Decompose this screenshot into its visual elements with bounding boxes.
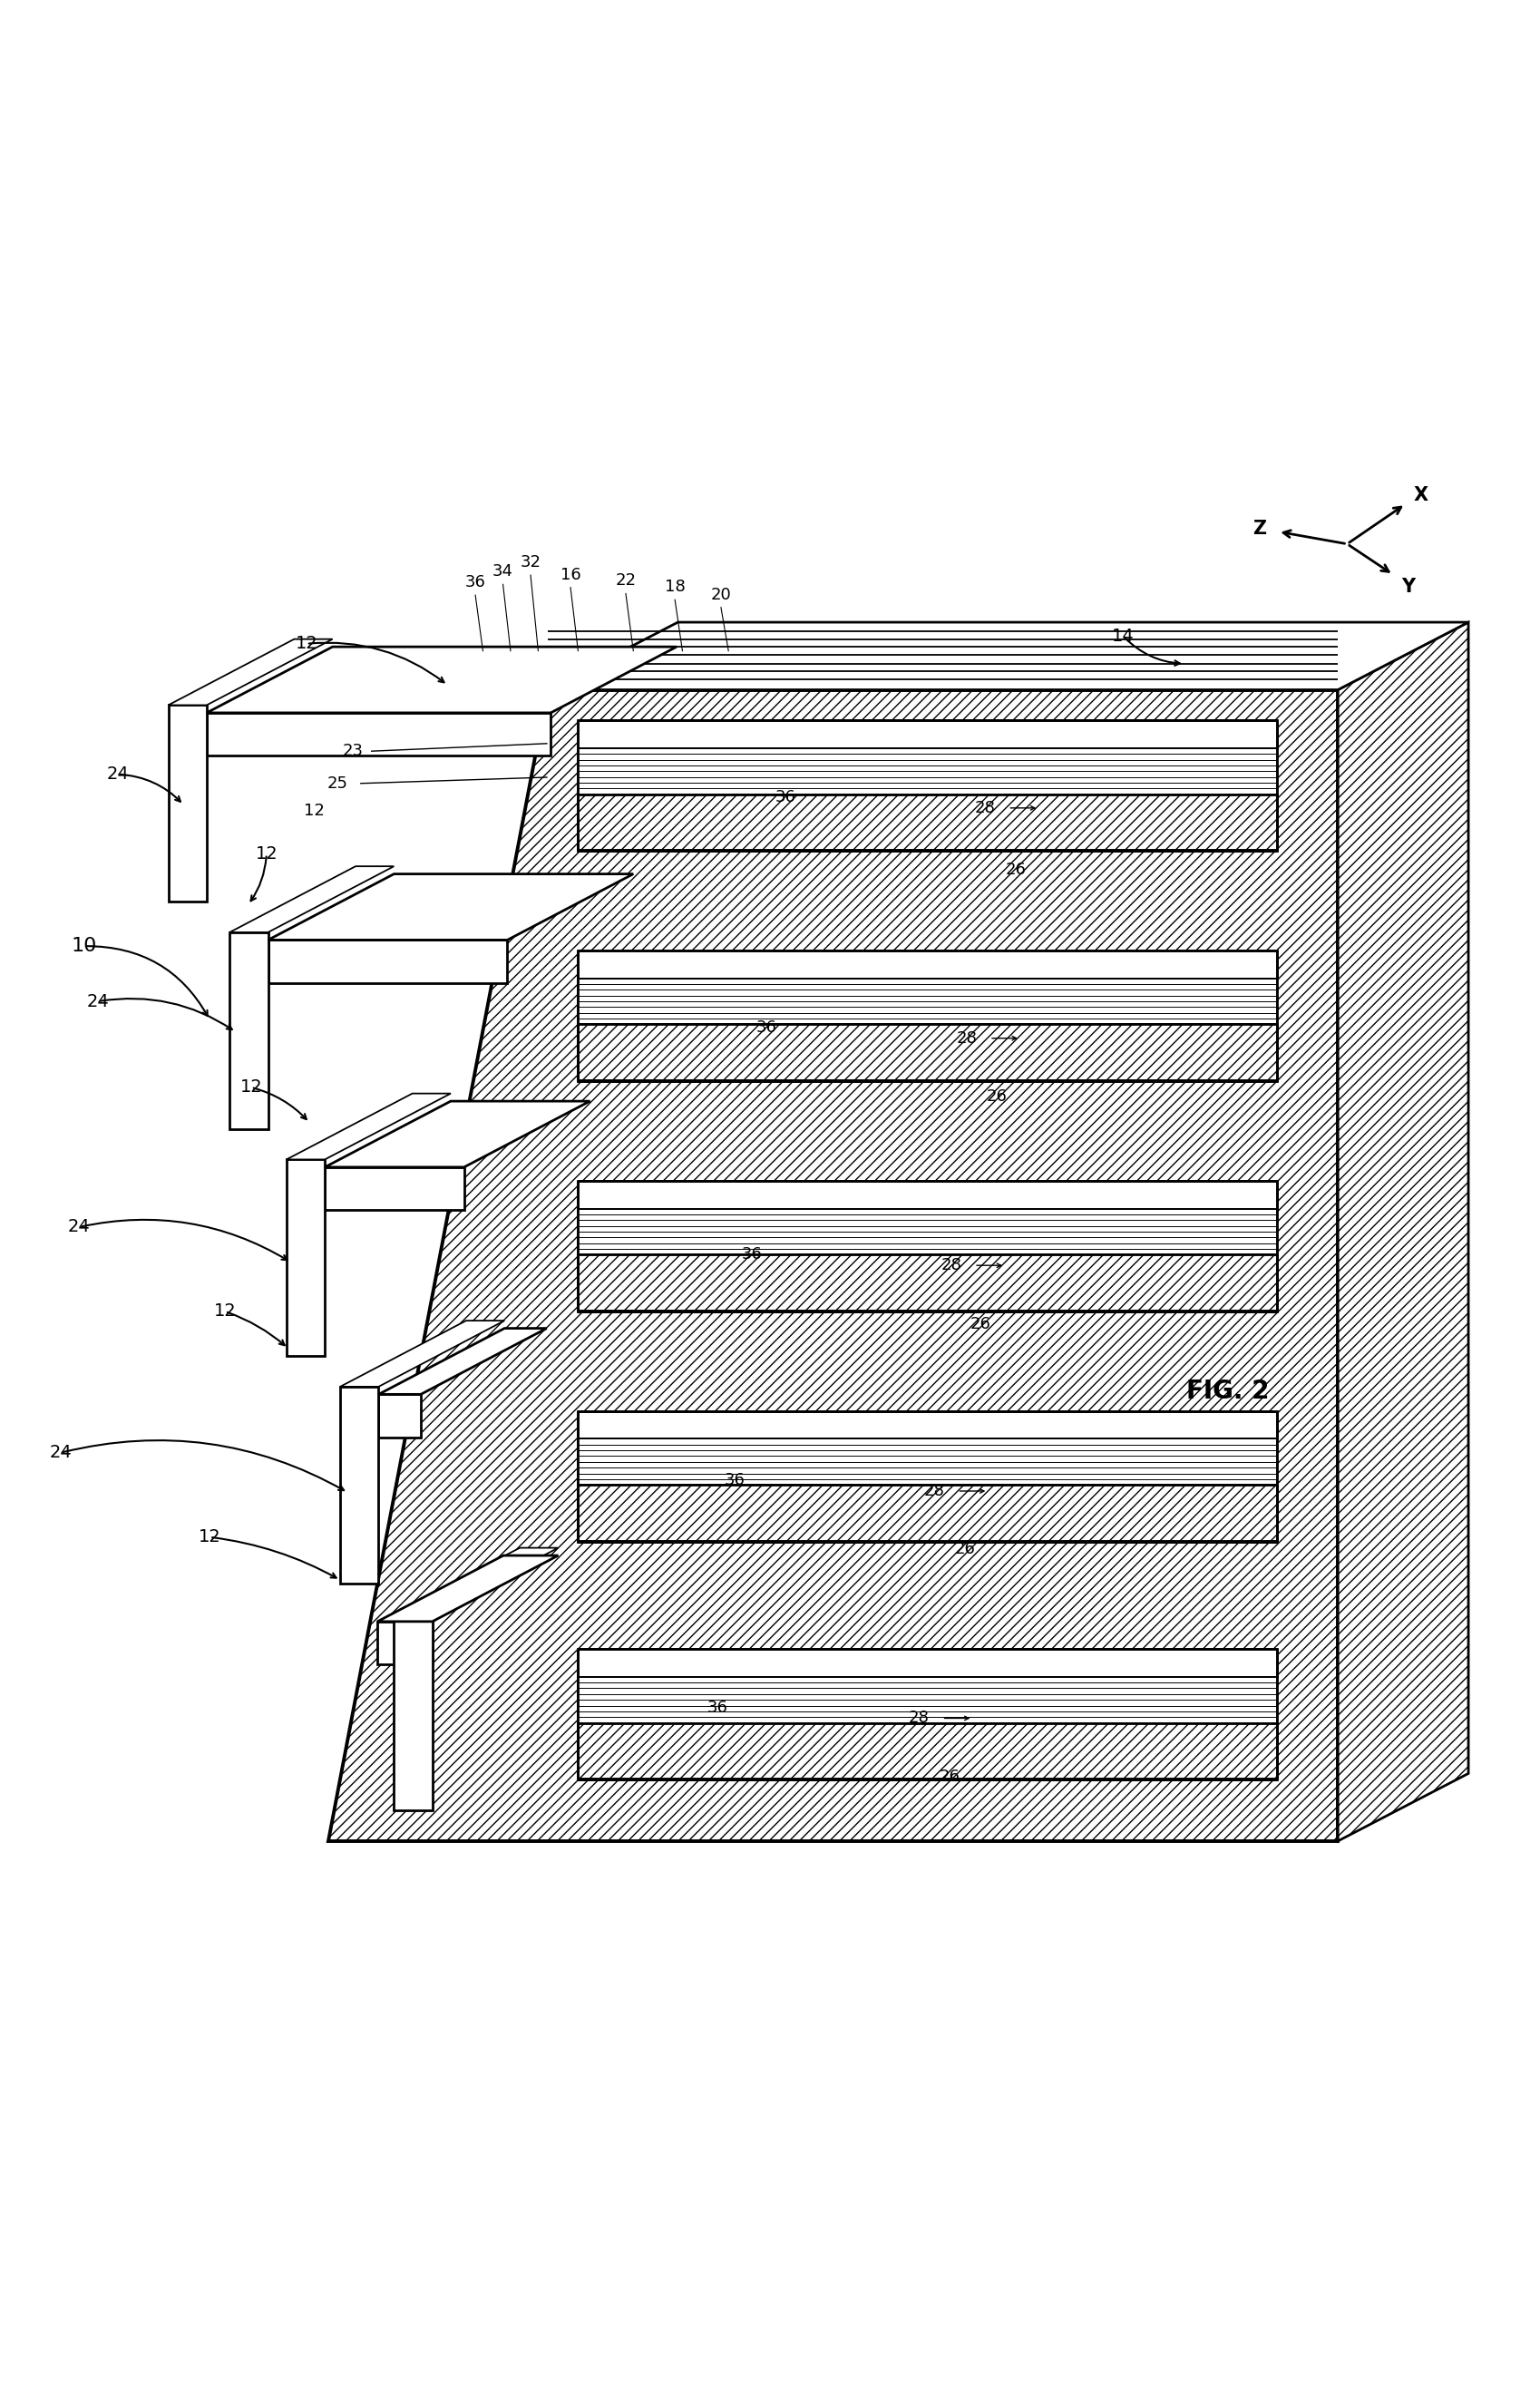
Polygon shape <box>377 1556 557 1621</box>
Text: 12: 12 <box>240 1079 262 1096</box>
Polygon shape <box>578 951 1277 978</box>
Polygon shape <box>268 939 507 982</box>
Polygon shape <box>325 1100 590 1168</box>
Polygon shape <box>578 1649 1277 1676</box>
FancyArrowPatch shape <box>254 1088 306 1120</box>
Text: 28: 28 <box>956 1031 976 1047</box>
Polygon shape <box>578 749 1277 795</box>
Polygon shape <box>1338 621 1469 1842</box>
FancyArrowPatch shape <box>1010 807 1035 809</box>
FancyArrowPatch shape <box>228 1312 285 1346</box>
Text: 14: 14 <box>1112 628 1135 645</box>
Text: 36: 36 <box>465 573 485 590</box>
FancyArrowPatch shape <box>310 643 444 681</box>
Polygon shape <box>379 1394 420 1438</box>
Text: 12: 12 <box>199 1529 220 1546</box>
Polygon shape <box>578 1023 1277 1081</box>
Text: X: X <box>1414 486 1428 503</box>
Polygon shape <box>578 1411 1277 1440</box>
Polygon shape <box>578 720 1277 749</box>
Polygon shape <box>394 1613 433 1811</box>
FancyArrowPatch shape <box>82 1221 286 1259</box>
Text: 28: 28 <box>975 799 995 816</box>
FancyArrowPatch shape <box>992 1035 1016 1040</box>
Text: 26: 26 <box>1006 862 1026 877</box>
Polygon shape <box>206 713 551 756</box>
Text: 24: 24 <box>68 1218 91 1235</box>
Text: 12: 12 <box>256 845 277 862</box>
Text: 18: 18 <box>665 578 685 595</box>
Text: 26: 26 <box>939 1767 959 1784</box>
FancyArrowPatch shape <box>251 857 266 901</box>
Text: Z: Z <box>1254 520 1266 537</box>
Polygon shape <box>379 1329 547 1394</box>
Polygon shape <box>578 795 1277 850</box>
Text: 12: 12 <box>214 1303 236 1320</box>
Text: 36: 36 <box>724 1471 745 1488</box>
Text: 10: 10 <box>71 937 97 956</box>
Polygon shape <box>168 706 206 901</box>
FancyArrowPatch shape <box>976 1264 1001 1267</box>
Text: 12: 12 <box>296 636 317 653</box>
Text: 28: 28 <box>924 1483 944 1500</box>
Polygon shape <box>229 867 394 932</box>
FancyArrowPatch shape <box>959 1488 984 1493</box>
FancyArrowPatch shape <box>63 1440 343 1491</box>
Text: 22: 22 <box>616 573 636 590</box>
Polygon shape <box>168 638 333 706</box>
Text: 34: 34 <box>493 563 513 580</box>
Text: 32: 32 <box>521 554 541 571</box>
Text: 23: 23 <box>342 744 363 759</box>
Polygon shape <box>578 1209 1277 1255</box>
Polygon shape <box>206 648 676 713</box>
Polygon shape <box>328 689 1338 1842</box>
Polygon shape <box>578 1486 1277 1541</box>
Text: 28: 28 <box>941 1257 961 1274</box>
Text: 25: 25 <box>326 775 348 792</box>
Text: 36: 36 <box>775 790 796 804</box>
Text: 12: 12 <box>303 802 325 819</box>
Polygon shape <box>578 1440 1277 1486</box>
Polygon shape <box>340 1320 505 1387</box>
Text: 16: 16 <box>561 566 581 583</box>
Polygon shape <box>578 1676 1277 1722</box>
Polygon shape <box>578 1722 1277 1780</box>
Text: 26: 26 <box>987 1088 1007 1105</box>
Text: 24: 24 <box>106 766 129 783</box>
Text: Y: Y <box>1401 578 1415 597</box>
Text: 26: 26 <box>955 1541 975 1558</box>
Text: 20: 20 <box>710 588 732 602</box>
Polygon shape <box>229 932 268 1129</box>
Polygon shape <box>325 1168 464 1211</box>
Polygon shape <box>394 1548 557 1613</box>
Text: FIG. 2: FIG. 2 <box>1186 1377 1269 1404</box>
FancyArrowPatch shape <box>1124 638 1180 665</box>
Polygon shape <box>286 1093 451 1161</box>
Text: 24: 24 <box>49 1445 72 1462</box>
Polygon shape <box>578 978 1277 1023</box>
Text: 26: 26 <box>970 1315 990 1332</box>
FancyArrowPatch shape <box>86 946 208 1016</box>
Text: 36: 36 <box>741 1247 762 1262</box>
Polygon shape <box>340 1387 379 1582</box>
Text: 36: 36 <box>756 1019 778 1035</box>
FancyArrowPatch shape <box>120 775 180 802</box>
Polygon shape <box>268 874 633 939</box>
Polygon shape <box>377 1621 433 1664</box>
FancyArrowPatch shape <box>213 1536 336 1577</box>
Polygon shape <box>578 1180 1277 1209</box>
Text: 36: 36 <box>707 1700 728 1714</box>
Text: 28: 28 <box>909 1710 929 1727</box>
Polygon shape <box>578 1255 1277 1312</box>
Text: 24: 24 <box>86 992 109 1009</box>
Polygon shape <box>547 621 1469 689</box>
Polygon shape <box>286 1161 325 1356</box>
FancyArrowPatch shape <box>100 999 233 1031</box>
FancyArrowPatch shape <box>944 1717 969 1719</box>
